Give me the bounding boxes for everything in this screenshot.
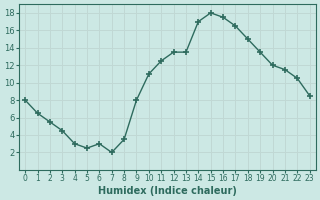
X-axis label: Humidex (Indice chaleur): Humidex (Indice chaleur)	[98, 186, 237, 196]
